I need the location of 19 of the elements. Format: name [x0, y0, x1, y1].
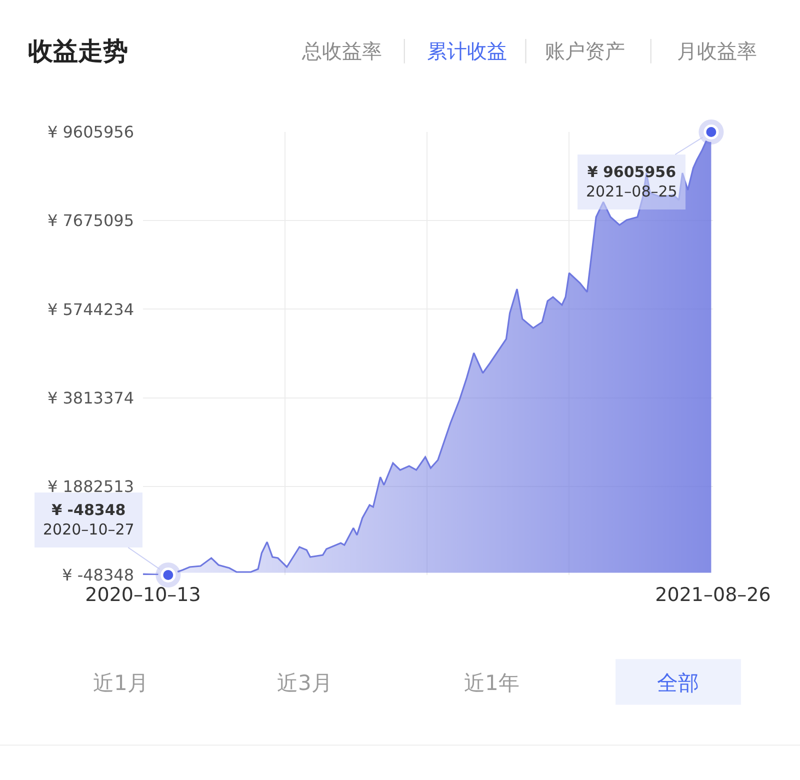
- y-tick-label: ¥ -48348: [62, 566, 134, 585]
- y-tick-label: ¥ 3813374: [47, 388, 134, 408]
- text: 累计收益: [427, 39, 507, 63]
- annotation: ¥ 9605956 2021–08–25: [586, 163, 678, 200]
- text: 全部: [657, 671, 699, 695]
- y-tick-label: ¥ 9605956: [47, 122, 134, 142]
- y-tick-label: ¥ 5744234: [47, 300, 134, 319]
- text: 近1月: [93, 671, 148, 695]
- x-tick-label: 2021–08–26: [655, 584, 771, 606]
- y-tick-label: ¥ 1882513: [47, 477, 134, 496]
- x-tick-label: 2020–10–13: [85, 584, 201, 606]
- text: 近3月: [277, 671, 332, 695]
- text: 账户资产: [545, 39, 625, 63]
- text: 月收益率: [677, 39, 757, 63]
- y-tick-label: ¥ 7675095: [47, 211, 134, 230]
- annotation: ¥ -48348 2020–10–27: [43, 501, 134, 538]
- text: 近1年: [464, 671, 520, 695]
- chart-title: 收益走势: [28, 36, 128, 66]
- text: 总收益率: [301, 39, 382, 63]
